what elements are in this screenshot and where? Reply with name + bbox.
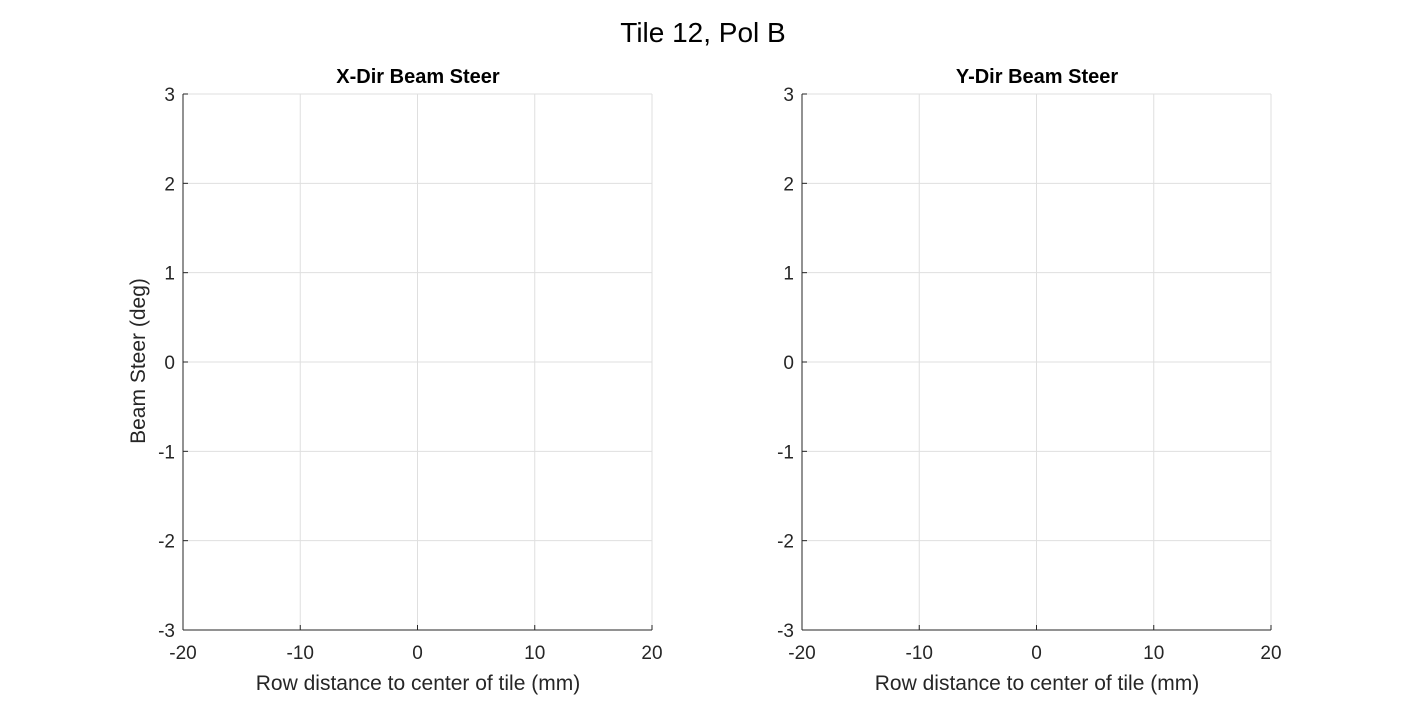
- x-axis-label: Row distance to center of tile (mm): [875, 672, 1199, 695]
- x-tick-label: 20: [1260, 643, 1281, 664]
- figure-title: Tile 12, Pol B: [620, 17, 785, 48]
- grid: [182, 93, 653, 631]
- x-tick-label: 0: [1031, 643, 1042, 664]
- y-tick-label: 2: [164, 174, 175, 195]
- y-tick-label: 0: [164, 353, 175, 374]
- x-tick-label: 20: [641, 643, 662, 664]
- y-tick-label: 1: [783, 264, 794, 285]
- x-tick-label: -10: [287, 643, 314, 664]
- y-tick-label: -2: [777, 532, 794, 553]
- y-tick-label: -3: [158, 621, 175, 642]
- x-tick-label: 0: [412, 643, 423, 664]
- y-tick-label: 3: [783, 85, 794, 106]
- grid: [801, 93, 1272, 631]
- axes: [801, 93, 1272, 631]
- axes: [182, 93, 653, 631]
- y-tick-label: -2: [158, 532, 175, 553]
- y-tick-label: 3: [164, 85, 175, 106]
- plot-title: X-Dir Beam Steer: [336, 66, 500, 88]
- x-tick-label: -10: [906, 643, 933, 664]
- y-tick-label: 0: [783, 353, 794, 374]
- x-tick-label: 10: [1143, 643, 1164, 664]
- y-tick-label: -1: [777, 442, 794, 463]
- y-tick-label: -1: [158, 442, 175, 463]
- x-tick-label: 10: [524, 643, 545, 664]
- plot-title: Y-Dir Beam Steer: [956, 66, 1119, 88]
- y-tick-label: -3: [777, 621, 794, 642]
- x-tick-label: -20: [788, 643, 815, 664]
- y-tick-label: 1: [164, 264, 175, 285]
- y-axis-label: Beam Steer (deg): [127, 278, 150, 444]
- y-tick-label: 2: [783, 174, 794, 195]
- x-tick-label: -20: [169, 643, 196, 664]
- x-axis-label: Row distance to center of tile (mm): [256, 672, 580, 695]
